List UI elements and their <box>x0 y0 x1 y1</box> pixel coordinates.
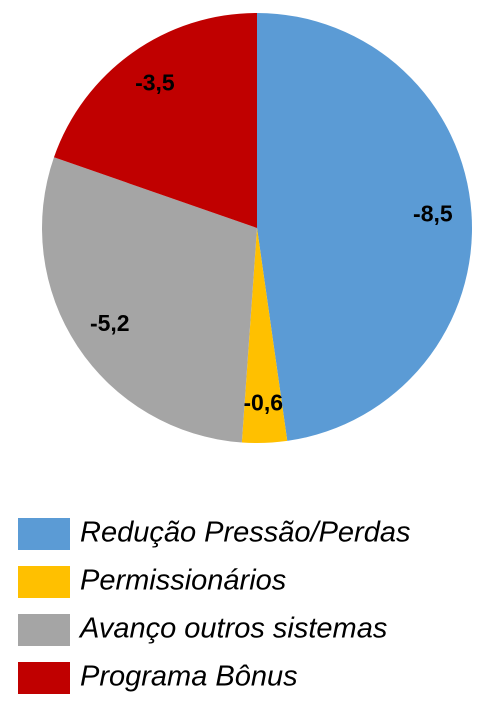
pie-slice <box>53 13 257 228</box>
pie-slice <box>42 157 258 443</box>
legend-swatch <box>18 662 70 694</box>
legend-label: Avanço outros sistemas <box>78 613 387 645</box>
pie-slice <box>257 13 473 441</box>
legend-label: Redução Pressão/Perdas <box>80 517 410 549</box>
data-label: -3,5 <box>135 69 175 95</box>
legend-swatch <box>18 566 70 598</box>
legend-swatch <box>18 518 70 550</box>
legend-label: Programa Bônus <box>80 661 298 693</box>
legend-swatch <box>18 614 70 646</box>
pie-slice <box>241 228 288 444</box>
data-label: -5,2 <box>90 310 130 336</box>
data-label: -8,5 <box>413 201 453 227</box>
legend-label: Permissionários <box>80 565 286 597</box>
data-label: -0,6 <box>243 389 283 415</box>
